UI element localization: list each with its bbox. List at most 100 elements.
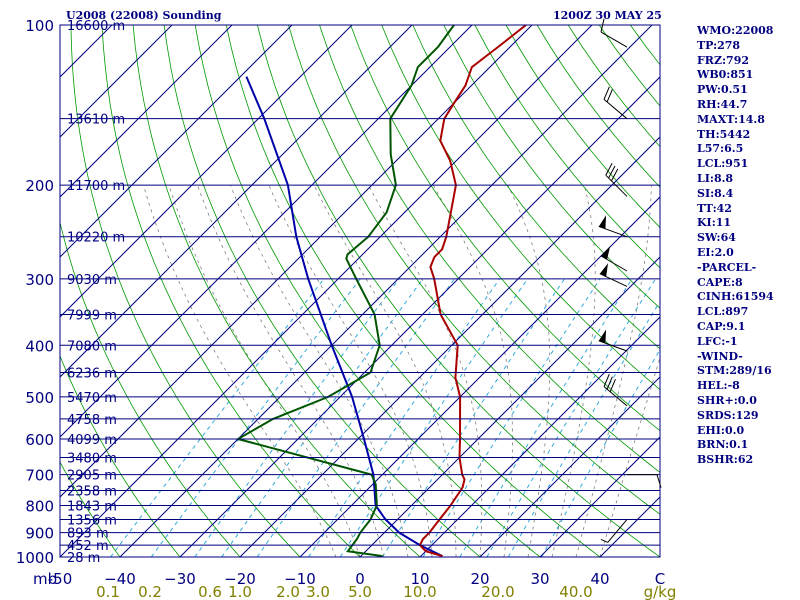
mixing-ratio-tick-label: 0.6 [198,583,222,600]
index-entry: KI:11 [697,216,732,230]
height-label: 893 m [67,527,109,542]
index-entry: LCL:897 [697,305,749,319]
moist-adiabat [367,184,483,557]
index-entry: EHI:0.0 [697,423,745,437]
index-entry: LI:8.8 [697,171,734,185]
wind-barb [598,329,628,352]
dewpoint-trace [235,25,455,557]
height-label: 16600 m [67,19,125,34]
temperature-tick-label: 20 [470,570,489,588]
height-label: 1843 m [67,499,117,514]
isotherm [60,25,173,138]
index-entry: LCL:951 [697,157,749,171]
index-entry: BSHR:62 [697,453,754,467]
isotherm [359,256,660,557]
mixing-ratio-line [459,278,633,557]
dry-adiabat [60,461,121,557]
index-entry: SI:8.4 [697,186,734,200]
dry-adiabat [257,25,660,557]
index-entry: L57:6.5 [697,142,744,156]
wind-barb-flag [605,162,613,176]
isotherm [539,436,660,557]
temperature-tick-label: −30 [164,570,196,588]
wind-barb-staff [598,225,628,238]
dry-adiabat [60,220,241,557]
wind-barb-staff [603,386,628,407]
wind-barb-flag [600,18,605,33]
height-label: 2905 m [67,469,117,484]
mixing-ratio-unit-label: g/kg [644,583,677,600]
height-label: 28 m [67,551,100,566]
sounding-time: 1200Z 30 MAY 25 [553,9,662,22]
wind-barb [599,263,628,287]
index-entry: TP:278 [697,38,741,52]
dry-adiabat [474,25,660,269]
wind-barb-flag [608,165,616,179]
pressure-tick-label: 300 [25,271,54,289]
height-label: 2358 m [67,485,117,500]
dry-adiabat [443,25,660,309]
temperature-tick-label: −20 [224,570,256,588]
isobars [60,24,660,558]
height-label: 1356 m [67,513,117,528]
pressure-tick-label: 900 [25,525,54,543]
isotherm [60,25,593,557]
index-entry: PW:0.51 [697,83,748,97]
pressure-tick-label: 200 [25,177,54,195]
wind-barb [600,519,628,543]
isotherm [239,136,660,557]
mixing-ratio-tick-label: 20.0 [481,583,514,600]
height-label: 7080 m [67,339,117,354]
temperature-tick-label: 10 [410,570,429,588]
index-entry: CAPE:8 [697,275,743,289]
wind-barb [603,373,628,407]
wind-barb-flag [611,168,619,182]
index-entry: SRDS:129 [697,408,759,422]
temperature-tick-label: 0 [355,570,365,588]
pressure-tick-label: 600 [25,431,54,449]
pressure-tick-label: 1000 [16,549,54,567]
index-entry: HEL:-8 [697,379,740,393]
wind-barb-flag [606,89,613,103]
mixing-ratio-tick-label: 0.2 [138,583,162,600]
index-entry: CAP:9.1 [697,319,746,333]
pressure-tick-label: 100 [25,17,54,35]
temperature-axis: mb-50 −40 −30 −20 −10 0 10 20 30 40 C [33,570,665,588]
moist-adiabat [168,184,361,557]
dry-adiabat [70,25,301,557]
temperature-tick-label: −10 [284,570,316,588]
wind-barb-pennant [598,329,607,344]
mixing-ratio-tick-label: 5.0 [348,583,372,600]
isotherms [60,25,660,557]
moist-adiabat [230,184,409,557]
mixing-ratio-line [110,278,325,557]
wind-barbs [598,18,662,543]
parcel-trace [245,76,443,557]
height-label: 7999 m [67,308,117,323]
pressure-unit-label: mb [33,570,57,588]
temperature-unit-label: C [655,570,665,588]
index-entry: BRN:0.1 [697,438,749,452]
height-label: 5470 m [67,391,117,406]
dry-adiabat [163,25,481,557]
dry-adiabat [412,25,660,350]
isotherm [60,25,473,438]
height-label: 9030 m [67,273,117,288]
wind-barb-flag [609,379,616,392]
index-entry: SHR+:0.0 [697,393,757,407]
wind-barb-staff [600,31,628,48]
dry-adiabats [60,25,660,557]
indices-panel: WMO:22008 TP:278 FRZ:792 WB0:851 PW:0.51 RH:4… [697,24,774,468]
wind-barb-staff [599,273,628,287]
wind-barb [600,18,628,48]
mixing-ratio-tick-label: 0.1 [96,583,120,600]
dry-adiabat [132,25,421,557]
index-entry: SW:64 [697,231,736,245]
pressure-axis: 100 200 300 400 500 600 700 800 900 1000 [16,17,54,567]
index-entry: LFC:-1 [697,334,738,348]
mixing-ratio-tick-label: 2.0 [276,583,300,600]
index-entry: WB0:851 [697,68,754,82]
index-entry: TT:42 [697,201,732,215]
isotherm [119,25,653,557]
